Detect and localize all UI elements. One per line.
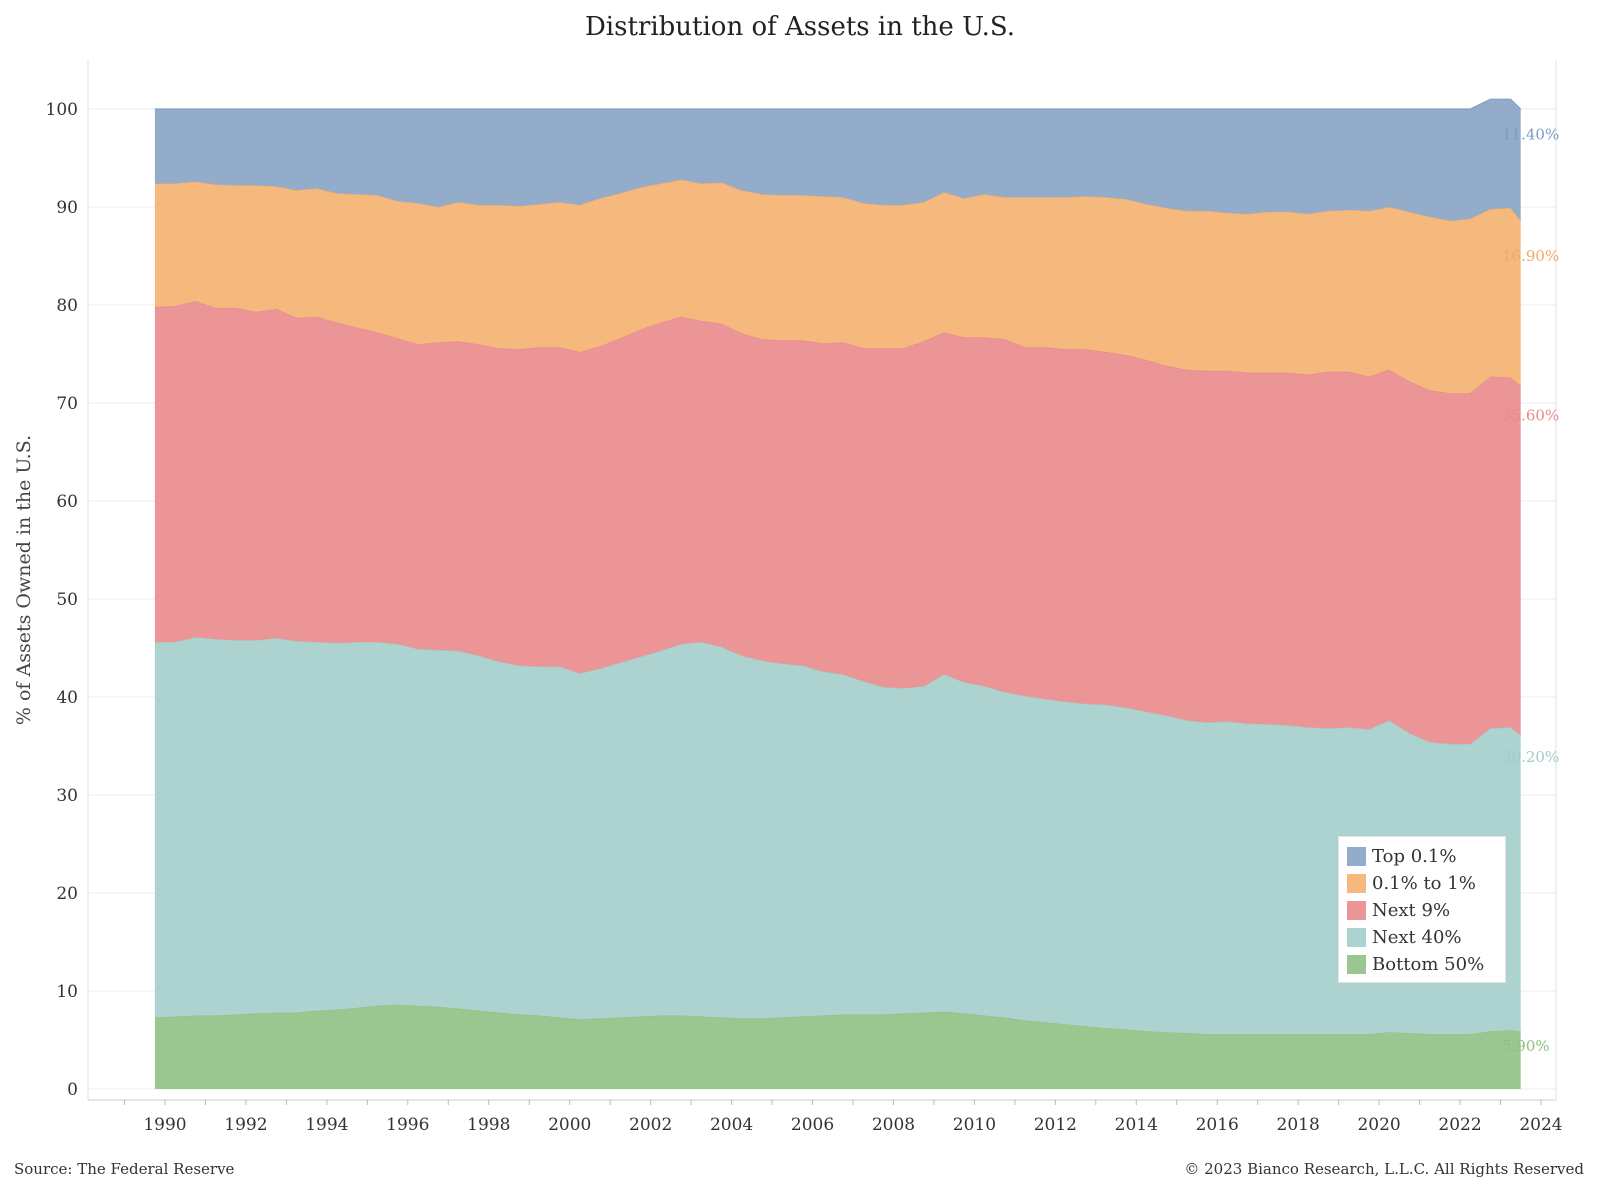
axis-layer: 0 10 20 30 40 50 60 70 80 90 100 1990 1992 1994 1996 19… bbox=[46, 100, 1563, 1135]
legend-item: Next 40% bbox=[1343, 924, 1501, 951]
x-tick-label: 2018 bbox=[1277, 1115, 1320, 1135]
x-tick-label: 2022 bbox=[1438, 1115, 1481, 1135]
x-tick-label: 2002 bbox=[629, 1115, 672, 1135]
y-axis-label: % of Assets Owned in the U.S. bbox=[13, 435, 35, 725]
x-tick-label: 2000 bbox=[548, 1115, 591, 1135]
footer-source: Source: The Federal Reserve bbox=[14, 1160, 235, 1178]
x-tick-label: 2008 bbox=[872, 1115, 915, 1135]
x-tick-label: 1996 bbox=[386, 1115, 429, 1135]
legend-item: Next 9% bbox=[1343, 897, 1501, 924]
area-next-9- bbox=[154, 301, 1521, 744]
y-tick-label: 0 bbox=[67, 1080, 78, 1100]
y-tick-label: 10 bbox=[56, 982, 78, 1002]
y-tick-label: 30 bbox=[56, 786, 78, 806]
end-label-0-1-to-1-: 16.90% bbox=[1502, 247, 1559, 265]
x-tick-label: 1990 bbox=[143, 1115, 186, 1135]
legend-label: Next 9% bbox=[1372, 900, 1451, 921]
legend: Top 0.1% 0.1% to 1% Next 9% Next 40% Bottom … bbox=[1338, 836, 1506, 983]
x-tick-label: 1994 bbox=[305, 1115, 348, 1135]
legend-swatch bbox=[1347, 955, 1366, 974]
y-tick-label: 40 bbox=[56, 688, 78, 708]
legend-swatch bbox=[1347, 901, 1366, 920]
x-tick-label: 2010 bbox=[953, 1115, 996, 1135]
legend-item: Bottom 50% bbox=[1343, 951, 1501, 978]
x-tick-label: 1992 bbox=[224, 1115, 267, 1135]
footer-copyright: © 2023 Bianco Research, L.L.C. All Right… bbox=[1184, 1160, 1584, 1178]
legend-swatch bbox=[1347, 874, 1366, 893]
y-tick-label: 50 bbox=[56, 590, 78, 610]
x-tick-label: 2024 bbox=[1519, 1115, 1562, 1135]
legend-label: Bottom 50% bbox=[1372, 954, 1485, 975]
area-next-40- bbox=[154, 637, 1521, 1035]
label-layer: 5.90% 30.20% 35.60% 16.90% 11.40% bbox=[1502, 125, 1559, 1054]
area-top-0-1- bbox=[154, 99, 1521, 221]
x-tick-label: 2012 bbox=[1034, 1115, 1077, 1135]
chart-title: Distribution of Assets in the U.S. bbox=[584, 12, 1016, 42]
legend-swatch bbox=[1347, 847, 1366, 866]
end-label-bottom-50-: 5.90% bbox=[1502, 1037, 1550, 1055]
y-tick-label: 70 bbox=[56, 394, 78, 414]
legend-label: Next 40% bbox=[1372, 927, 1462, 948]
x-tick-label: 2020 bbox=[1357, 1115, 1400, 1135]
end-label-top-0-1-: 11.40% bbox=[1502, 125, 1559, 143]
x-tick-label: 2004 bbox=[710, 1115, 753, 1135]
y-tick-label: 80 bbox=[56, 296, 78, 316]
x-tick-label: 1998 bbox=[467, 1115, 510, 1135]
y-tick-label: 60 bbox=[56, 492, 78, 512]
y-tick-label: 90 bbox=[56, 198, 78, 218]
legend-label: Top 0.1% bbox=[1372, 846, 1457, 867]
legend-swatch bbox=[1347, 928, 1366, 947]
x-tick-label: 2016 bbox=[1196, 1115, 1239, 1135]
end-label-next-9-: 35.60% bbox=[1502, 407, 1559, 425]
area-layer bbox=[154, 98, 1522, 1089]
end-label-next-40-: 30.20% bbox=[1502, 748, 1559, 766]
x-tick-label: 2006 bbox=[791, 1115, 834, 1135]
legend-item: 0.1% to 1% bbox=[1343, 870, 1501, 897]
y-tick-label: 20 bbox=[56, 884, 78, 904]
area-bottom-50- bbox=[154, 1004, 1521, 1089]
legend-item: Top 0.1% bbox=[1343, 843, 1501, 870]
legend-label: 0.1% to 1% bbox=[1372, 873, 1476, 894]
area-edge bbox=[154, 98, 1522, 110]
x-tick-label: 2014 bbox=[1115, 1115, 1158, 1135]
y-tick-label: 100 bbox=[46, 100, 78, 120]
area-0-1-to-1- bbox=[154, 179, 1521, 394]
